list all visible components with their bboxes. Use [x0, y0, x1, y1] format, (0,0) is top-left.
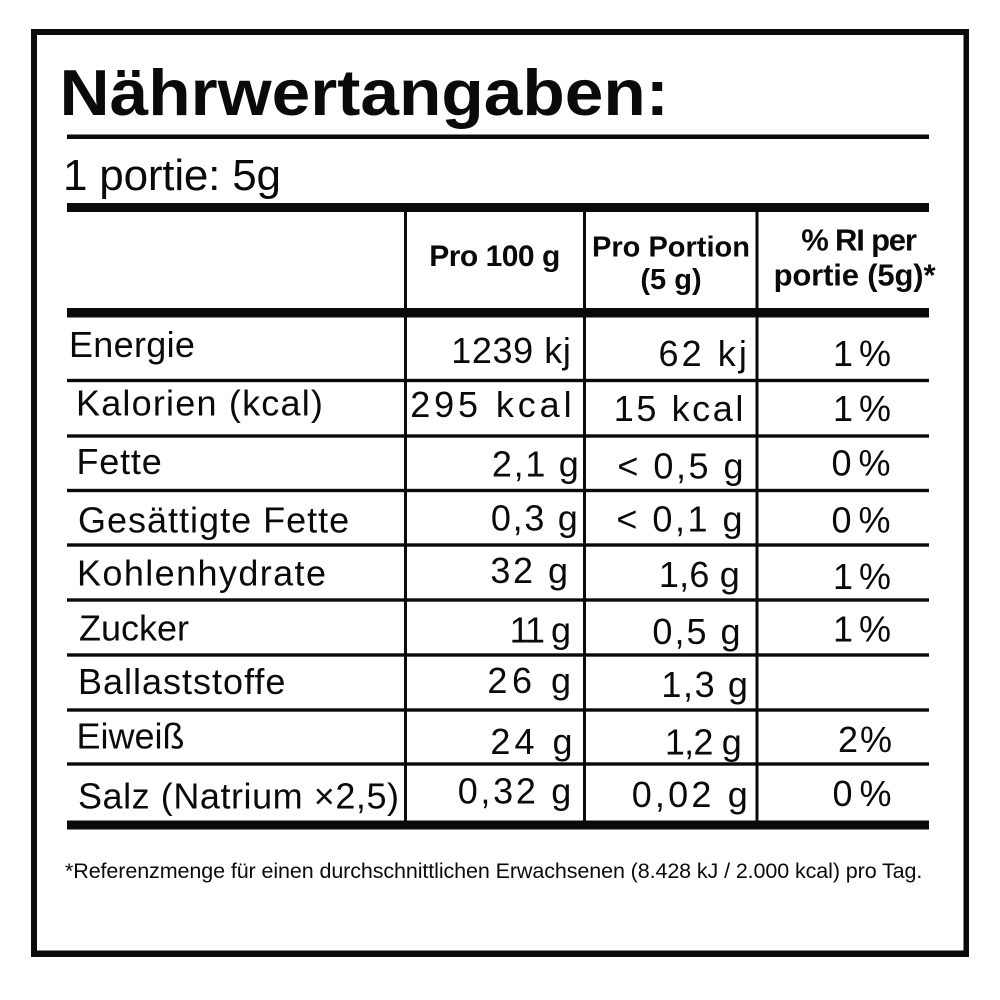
svg-text:Nährwertangaben:: Nährwertangaben: [60, 57, 669, 129]
svg-text:1 %: 1 % [833, 388, 890, 429]
svg-text:0,5 g: 0,5 g [652, 611, 742, 652]
svg-text:0,32 g: 0,32 g [458, 771, 574, 812]
svg-text:Pro Portion: Pro Portion [592, 232, 750, 264]
svg-text:15 kcal: 15 kcal [614, 388, 746, 429]
svg-text:Eiweiß: Eiweiß [77, 716, 185, 757]
svg-text:2,1 g: 2,1 g [492, 444, 581, 485]
svg-text:1 %: 1 % [833, 609, 890, 650]
svg-text:32 g: 32 g [490, 550, 570, 591]
svg-text:1 %: 1 % [833, 333, 890, 374]
svg-text:1239 kj: 1239 kj [451, 330, 571, 371]
svg-text:*Referenzmenge für einen durch: *Referenzmenge für einen durchschnittlic… [65, 859, 922, 883]
svg-text:0,3 g: 0,3 g [491, 498, 580, 539]
svg-text:Ballaststoffe: Ballaststoffe [78, 661, 286, 702]
svg-text:0 %: 0 % [831, 500, 889, 541]
svg-text:Energie: Energie [69, 324, 195, 365]
svg-text:1,3 g: 1,3 g [661, 664, 749, 705]
svg-text:Fette: Fette [77, 441, 163, 482]
svg-text:portie (5g)*: portie (5g)* [774, 258, 937, 293]
svg-text:% RI per: % RI per [801, 223, 917, 258]
svg-text:Zucker: Zucker [79, 608, 189, 649]
svg-text:0 %: 0 % [832, 773, 890, 814]
svg-text:Kalorien (kcal): Kalorien (kcal) [76, 383, 324, 424]
svg-text:1 portie: 5g: 1 portie: 5g [63, 151, 281, 200]
svg-text:Salz (Natrium ×2,5): Salz (Natrium ×2,5) [78, 776, 400, 817]
svg-text:< 0,5 g: < 0,5 g [617, 446, 746, 487]
svg-text:Gesättigte Fette: Gesättigte Fette [78, 500, 350, 541]
svg-text:11 g: 11 g [510, 610, 569, 651]
svg-text:0 %: 0 % [831, 443, 889, 484]
svg-text:62 kj: 62 kj [658, 333, 750, 374]
svg-text:24 g: 24 g [490, 721, 576, 762]
svg-text:1 %: 1 % [833, 556, 890, 597]
svg-text:< 0,1 g: < 0,1 g [616, 499, 745, 540]
svg-text:295 kcal: 295 kcal [410, 384, 575, 425]
svg-text:1,2 g: 1,2 g [665, 722, 741, 763]
svg-text:26 g: 26 g [487, 660, 575, 701]
svg-text:Kohlenhydrate: Kohlenhydrate [77, 553, 327, 594]
svg-text:0,02 g: 0,02 g [632, 774, 751, 815]
svg-text:(5 g): (5 g) [640, 264, 701, 296]
svg-text:2 %: 2 % [838, 719, 891, 760]
svg-text:1,6 g: 1,6 g [659, 554, 740, 595]
svg-text:Pro 100 g: Pro 100 g [429, 240, 560, 273]
